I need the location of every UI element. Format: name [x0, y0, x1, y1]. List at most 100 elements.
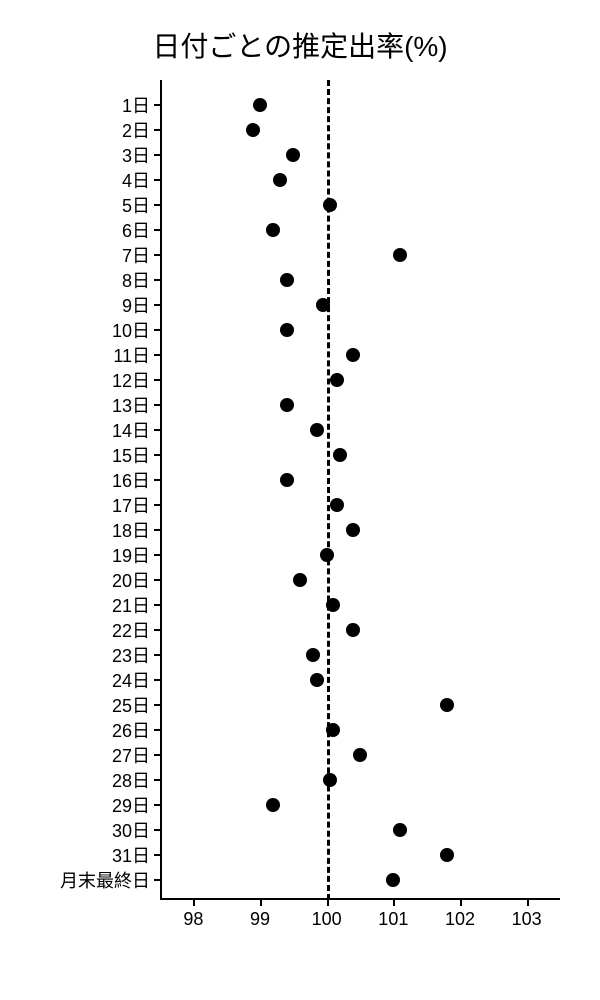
data-point — [386, 873, 400, 887]
y-tick — [154, 504, 160, 506]
y-tick — [154, 129, 160, 131]
y-tick — [154, 254, 160, 256]
data-point — [346, 523, 360, 537]
y-tick — [154, 404, 160, 406]
data-point — [346, 623, 360, 637]
chart-container: 日付ごとの推定出率(%) 98991001011021031日2日3日4日5日6… — [0, 0, 600, 1000]
y-tick — [154, 729, 160, 731]
y-tick — [154, 779, 160, 781]
y-tick-label: 22日 — [112, 617, 150, 643]
x-tick-label: 98 — [183, 909, 203, 930]
y-tick-label: 26日 — [112, 717, 150, 743]
y-tick — [154, 554, 160, 556]
data-point — [310, 423, 324, 437]
y-tick-label: 16日 — [112, 467, 150, 493]
y-tick-label: 14日 — [112, 417, 150, 443]
y-tick-label: 11日 — [113, 342, 150, 368]
data-point — [280, 398, 294, 412]
y-tick-label: 2日 — [122, 117, 150, 143]
y-tick — [154, 854, 160, 856]
x-tick-label: 103 — [512, 909, 542, 930]
y-tick — [154, 304, 160, 306]
data-point — [316, 298, 330, 312]
y-tick — [154, 629, 160, 631]
data-point — [330, 498, 344, 512]
plot-area: 98991001011021031日2日3日4日5日6日7日8日9日10日11日… — [160, 80, 560, 900]
y-tick-label: 5日 — [122, 192, 150, 218]
x-tick-label: 102 — [445, 909, 475, 930]
y-tick — [154, 804, 160, 806]
data-point — [440, 698, 454, 712]
y-tick-label: 12日 — [112, 367, 150, 393]
data-point — [286, 148, 300, 162]
y-tick — [154, 154, 160, 156]
data-point — [346, 348, 360, 362]
data-point — [280, 323, 294, 337]
y-tick-label: 20日 — [112, 567, 150, 593]
y-tick — [154, 379, 160, 381]
data-point — [330, 373, 344, 387]
y-tick-label: 4日 — [122, 167, 150, 193]
y-axis — [160, 80, 162, 900]
data-point — [253, 98, 267, 112]
data-point — [280, 473, 294, 487]
data-point — [393, 823, 407, 837]
y-tick-label: 8日 — [122, 267, 150, 293]
data-point — [306, 648, 320, 662]
y-tick-label: 31日 — [112, 842, 150, 868]
y-tick-label: 27日 — [112, 742, 150, 768]
x-axis — [160, 898, 560, 900]
y-tick-label: 月末最終日 — [60, 867, 150, 893]
y-tick-label: 21日 — [112, 592, 150, 618]
y-tick-label: 7日 — [122, 242, 150, 268]
y-tick — [154, 704, 160, 706]
x-tick — [193, 900, 195, 906]
y-tick-label: 6日 — [122, 217, 150, 243]
y-tick-label: 28日 — [112, 767, 150, 793]
y-tick-label: 9日 — [122, 292, 150, 318]
data-point — [326, 598, 340, 612]
data-point — [333, 448, 347, 462]
y-tick — [154, 529, 160, 531]
y-tick — [154, 229, 160, 231]
y-tick — [154, 279, 160, 281]
y-tick — [154, 679, 160, 681]
y-tick — [154, 479, 160, 481]
y-tick — [154, 179, 160, 181]
data-point — [323, 198, 337, 212]
data-point — [353, 748, 367, 762]
y-tick — [154, 879, 160, 881]
y-tick — [154, 204, 160, 206]
data-point — [310, 673, 324, 687]
x-tick — [393, 900, 395, 906]
y-tick-label: 15日 — [112, 442, 150, 468]
y-tick-label: 24日 — [112, 667, 150, 693]
data-point — [326, 723, 340, 737]
x-tick-label: 100 — [312, 909, 342, 930]
data-point — [440, 848, 454, 862]
data-point — [266, 223, 280, 237]
y-tick-label: 25日 — [112, 692, 150, 718]
data-point — [266, 798, 280, 812]
y-tick — [154, 454, 160, 456]
y-tick-label: 18日 — [112, 517, 150, 543]
y-tick-label: 19日 — [112, 542, 150, 568]
x-tick-label: 99 — [250, 909, 270, 930]
y-tick-label: 17日 — [112, 492, 150, 518]
y-tick — [154, 429, 160, 431]
x-tick-label: 101 — [378, 909, 408, 930]
data-point — [320, 548, 334, 562]
chart-title: 日付ごとの推定出率(%) — [0, 25, 600, 65]
x-tick — [260, 900, 262, 906]
y-tick — [154, 579, 160, 581]
y-tick — [154, 329, 160, 331]
y-tick-label: 23日 — [112, 642, 150, 668]
y-tick — [154, 654, 160, 656]
y-tick-label: 30日 — [112, 817, 150, 843]
y-tick-label: 3日 — [122, 142, 150, 168]
y-tick-label: 29日 — [112, 792, 150, 818]
y-tick — [154, 354, 160, 356]
data-point — [273, 173, 287, 187]
y-tick-label: 1日 — [122, 92, 150, 118]
data-point — [393, 248, 407, 262]
